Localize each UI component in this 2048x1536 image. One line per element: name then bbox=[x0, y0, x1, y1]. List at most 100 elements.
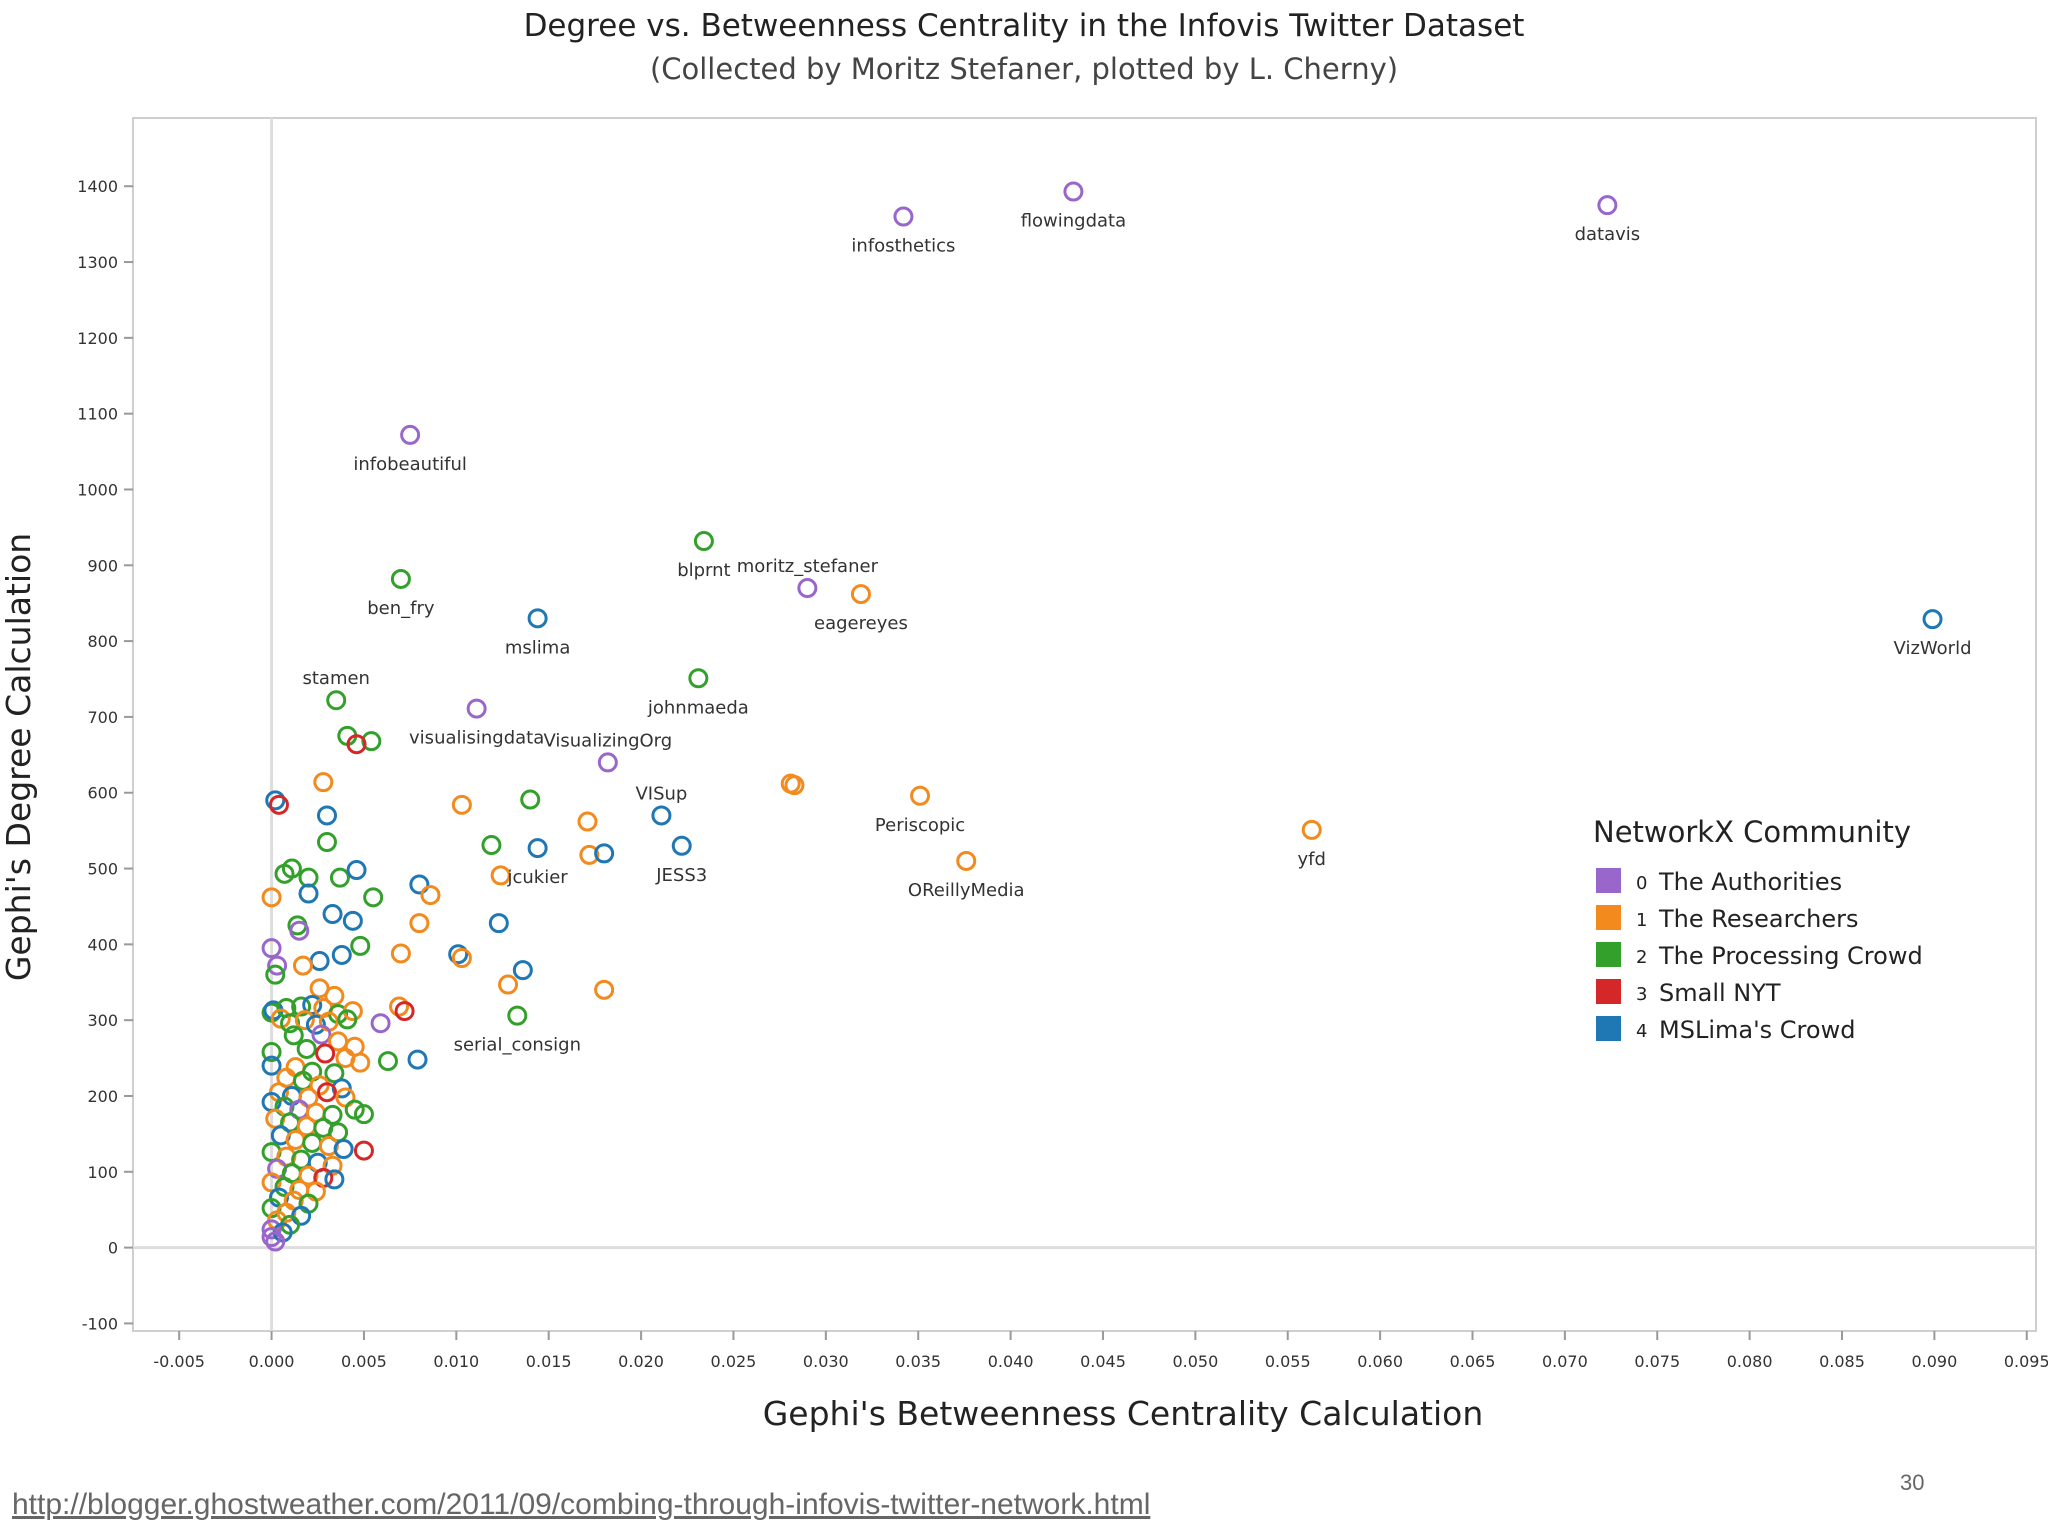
point-label: JESS3 bbox=[655, 865, 707, 886]
data-point bbox=[451, 794, 472, 815]
data-point bbox=[261, 1042, 282, 1063]
data-point bbox=[512, 960, 533, 981]
point-label: moritz_stefaner bbox=[737, 556, 879, 577]
point-label: mslima bbox=[505, 637, 570, 658]
data-point bbox=[420, 885, 441, 906]
x-tick-label: 0.085 bbox=[1819, 1352, 1865, 1371]
labeled-data-point bbox=[597, 752, 618, 773]
data-point bbox=[409, 874, 430, 895]
data-point bbox=[594, 843, 615, 864]
data-point bbox=[316, 832, 337, 853]
point-label: VizWorld bbox=[1894, 638, 1972, 659]
y-tick-label: 300 bbox=[87, 1011, 118, 1030]
data-point bbox=[344, 1099, 365, 1120]
y-tick-label: 1000 bbox=[77, 480, 118, 499]
data-point bbox=[370, 1013, 391, 1034]
labeled-data-point bbox=[671, 835, 692, 856]
x-tick-label: 0.070 bbox=[1542, 1352, 1588, 1371]
data-point bbox=[350, 935, 371, 956]
legend-code: 0 bbox=[1636, 873, 1647, 894]
labeled-data-point bbox=[693, 531, 714, 552]
labeled-data-point bbox=[1597, 195, 1618, 216]
labeled-data-point bbox=[1301, 819, 1322, 840]
data-point bbox=[311, 1024, 332, 1045]
data-point bbox=[283, 1025, 304, 1046]
legend: NetworkX Community 0 The Authorities 1 The … bbox=[1593, 815, 1923, 1044]
data-point bbox=[361, 731, 382, 752]
x-tick-label: -0.005 bbox=[153, 1352, 205, 1371]
legend-swatch bbox=[1596, 905, 1621, 930]
data-point bbox=[261, 1055, 282, 1076]
y-tick-label: 900 bbox=[87, 556, 118, 575]
data-point bbox=[268, 794, 289, 815]
data-point bbox=[377, 1051, 398, 1072]
y-tick-label: 100 bbox=[87, 1163, 118, 1182]
legend-swatch bbox=[1596, 1016, 1621, 1041]
data-point bbox=[296, 1038, 317, 1059]
data-point bbox=[322, 904, 343, 925]
point-label: stamen bbox=[302, 668, 369, 689]
legend-label: Small NYT bbox=[1659, 979, 1781, 1007]
data-point bbox=[305, 1014, 326, 1035]
y-tick-label: 1200 bbox=[77, 329, 118, 348]
data-point bbox=[498, 974, 519, 995]
y-tick-label: -100 bbox=[82, 1314, 118, 1333]
point-label: jcukier bbox=[507, 867, 569, 888]
source-link[interactable]: http://blogger.ghostweather.com/2011/09/… bbox=[12, 1488, 1151, 1521]
x-tick-label: 0.045 bbox=[1080, 1352, 1126, 1371]
point-label: visualisingdata bbox=[409, 728, 544, 749]
x-tick-label: 0.090 bbox=[1911, 1352, 1957, 1371]
data-point bbox=[331, 944, 352, 965]
point-label: datavis bbox=[1575, 224, 1641, 245]
data-point bbox=[265, 790, 286, 811]
data-point bbox=[291, 996, 312, 1017]
y-axis: -100 0 100 200 300 400 500 600 700 800 900 1000 1100… bbox=[77, 177, 133, 1333]
x-tick-label: 0.030 bbox=[803, 1352, 849, 1371]
data-point bbox=[318, 1136, 339, 1157]
point-label: eagereyes bbox=[814, 613, 908, 634]
x-tick-label: 0.015 bbox=[526, 1352, 572, 1371]
labeled-data-point bbox=[651, 805, 672, 826]
data-point bbox=[313, 772, 334, 793]
y-tick-label: 1100 bbox=[77, 405, 118, 424]
point-label: johnmaeda bbox=[647, 697, 749, 718]
x-tick-label: 0.080 bbox=[1727, 1352, 1773, 1371]
data-point bbox=[407, 1049, 428, 1070]
labeled-data-point bbox=[527, 608, 548, 629]
data-point bbox=[274, 1176, 295, 1197]
point-labels: infosthetics flowingdata datavis infobeauti… bbox=[302, 211, 1971, 1056]
data-point bbox=[350, 1052, 371, 1073]
labeled-data-point bbox=[688, 668, 709, 689]
data-point bbox=[784, 775, 805, 796]
data-point bbox=[353, 1140, 374, 1161]
reference-lines bbox=[133, 118, 2036, 1331]
data-point bbox=[316, 1082, 337, 1103]
point-label: VisualizingOrg bbox=[543, 730, 672, 751]
x-tick-label: 0.005 bbox=[341, 1352, 387, 1371]
legend-code: 1 bbox=[1636, 910, 1647, 931]
chart-subtitle: (Collected by Moritz Stefaner, plotted b… bbox=[649, 52, 1399, 86]
data-point bbox=[261, 1219, 282, 1240]
labeled-data-point bbox=[850, 584, 871, 605]
point-label: OReillyMedia bbox=[908, 880, 1025, 901]
data-point bbox=[274, 863, 295, 884]
point-label: blprnt bbox=[677, 560, 730, 581]
legend-title: NetworkX Community bbox=[1593, 815, 1911, 849]
legend-label: The Authorities bbox=[1658, 868, 1842, 896]
labeled-data-point bbox=[910, 785, 931, 806]
legend-swatch bbox=[1596, 942, 1621, 967]
labeled-data-point bbox=[1922, 609, 1943, 630]
x-tick-label: 0.055 bbox=[1265, 1352, 1311, 1371]
data-point bbox=[316, 805, 337, 826]
legend-code: 3 bbox=[1636, 984, 1647, 1005]
x-tick-label: 0.000 bbox=[249, 1352, 295, 1371]
data-point bbox=[289, 920, 310, 941]
point-label: flowingdata bbox=[1021, 211, 1126, 232]
point-label: yfd bbox=[1298, 849, 1326, 870]
legend-label: MSLima's Crowd bbox=[1659, 1016, 1855, 1044]
labeled-data-point bbox=[326, 690, 347, 711]
data-point bbox=[333, 1139, 354, 1160]
data-point bbox=[329, 867, 350, 888]
legend-swatch bbox=[1596, 979, 1621, 1004]
data-point bbox=[337, 1009, 358, 1030]
